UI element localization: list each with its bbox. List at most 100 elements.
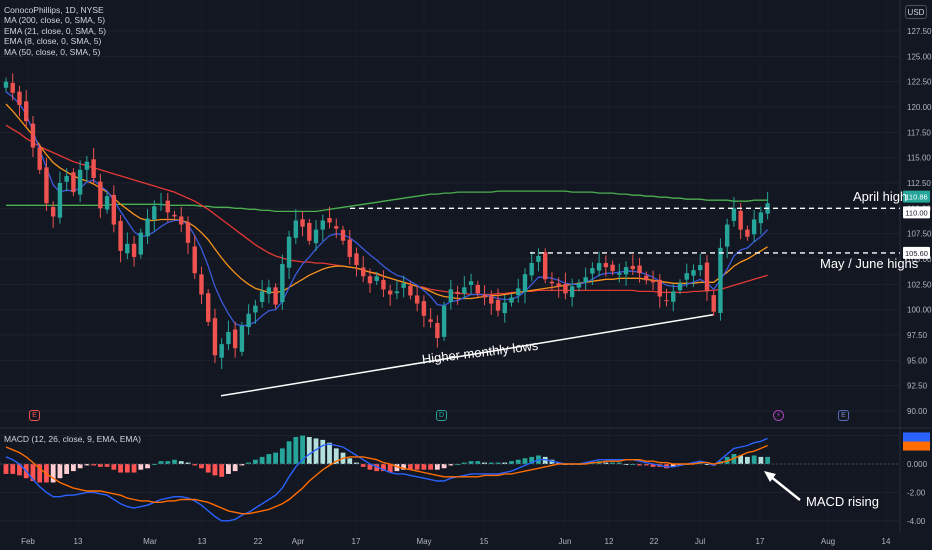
candle-body bbox=[91, 159, 96, 178]
time-tick-label: 13 bbox=[198, 537, 207, 546]
macd-histogram-bar bbox=[495, 462, 501, 464]
macd-histogram-bar bbox=[286, 441, 292, 464]
grid bbox=[0, 0, 932, 532]
macd-histogram-bar bbox=[151, 464, 157, 465]
dividend-event-icon[interactable]: D bbox=[436, 410, 447, 421]
macd-histogram-bar bbox=[279, 448, 285, 464]
macd-histogram-bar bbox=[232, 464, 238, 472]
candle-body bbox=[374, 276, 379, 281]
candle-body bbox=[623, 267, 629, 275]
macd-histogram-bar bbox=[118, 464, 123, 473]
time-tick-label: 17 bbox=[756, 537, 765, 546]
macd-histogram-bar bbox=[145, 464, 150, 469]
price-tick-label: 90.00 bbox=[907, 407, 928, 416]
candle-body bbox=[307, 222, 312, 241]
chart-legend: ConocoPhillips, 1D, NYSE MA (200, close,… bbox=[4, 5, 106, 57]
macd-tick-label: -4.00 bbox=[907, 517, 926, 526]
macd-legend: MACD (12, 26, close, 9, EMA, EMA) bbox=[4, 434, 141, 444]
macd-histogram-bar bbox=[71, 464, 76, 472]
candle-body bbox=[44, 167, 49, 204]
last-price-tag: 110.86 bbox=[905, 193, 927, 202]
earnings-event-icon[interactable]: E bbox=[29, 410, 40, 421]
candle-body bbox=[118, 220, 123, 251]
macd-histogram-bar bbox=[670, 464, 676, 467]
macd-histogram-bar bbox=[212, 464, 218, 476]
macd-histogram-bar bbox=[704, 464, 710, 465]
candle-body bbox=[758, 212, 764, 224]
macd-tick-label: 0.000 bbox=[907, 460, 928, 469]
candle-body bbox=[529, 263, 534, 276]
candle-body bbox=[111, 194, 117, 225]
candle-body bbox=[516, 288, 521, 296]
time-tick-label: 14 bbox=[882, 537, 891, 546]
ma200-line bbox=[6, 190, 768, 213]
macd-histogram-bar bbox=[603, 462, 609, 464]
earnings-upcoming-icon[interactable]: E bbox=[838, 410, 849, 421]
macd-histogram-bar bbox=[522, 458, 528, 464]
candle-body bbox=[563, 283, 568, 294]
candle-body bbox=[435, 323, 440, 339]
candle-body bbox=[650, 280, 656, 283]
candle-body bbox=[617, 273, 622, 275]
macd-histogram-bar bbox=[97, 464, 103, 467]
candle-body bbox=[286, 236, 292, 268]
indicator-ema21: EMA (21, close, 0, SMA, 5) bbox=[4, 25, 107, 36]
candle-body bbox=[239, 325, 245, 352]
macd-histogram-bar bbox=[354, 462, 359, 464]
moving-averages bbox=[5, 91, 769, 327]
price-tick-label: 102.50 bbox=[907, 280, 932, 289]
macd-histogram-bar bbox=[199, 464, 204, 469]
candle-body bbox=[724, 224, 730, 247]
candle-body bbox=[448, 289, 454, 302]
macd-histogram-bar bbox=[84, 464, 90, 466]
macd-histogram-bar bbox=[178, 461, 184, 464]
signal-value-tag bbox=[903, 441, 930, 451]
candle-body bbox=[509, 297, 514, 303]
macd-histogram-bar bbox=[64, 464, 70, 474]
macd-histogram-bar bbox=[758, 456, 764, 464]
macd-value-tag bbox=[903, 432, 930, 444]
macd-histogram-bar bbox=[313, 438, 319, 464]
price-tick-label: 112.50 bbox=[907, 179, 931, 188]
indicator-ema8: EMA (8, close, 0, SMA, 5) bbox=[4, 36, 102, 47]
price-tick-label: 117.50 bbox=[907, 128, 931, 137]
candle-body bbox=[596, 263, 602, 271]
candle-body bbox=[71, 172, 76, 193]
price-tick-label: 107.50 bbox=[907, 230, 932, 239]
candle-body bbox=[37, 147, 42, 170]
candle-body bbox=[246, 313, 251, 328]
currency-badge[interactable]: USD bbox=[905, 5, 927, 19]
macd-histogram-bar bbox=[91, 464, 97, 466]
macd-histogram-bar bbox=[192, 464, 198, 466]
split-event-icon[interactable]: ⚡ bbox=[773, 410, 784, 421]
macd-histogram-bar bbox=[488, 462, 494, 464]
higher-lows-trendline bbox=[220, 313, 714, 397]
macd-histogram-bar bbox=[246, 462, 252, 464]
candle-body bbox=[677, 283, 683, 291]
candle-body bbox=[30, 123, 36, 148]
candle-body bbox=[482, 294, 487, 298]
candle-body bbox=[165, 200, 170, 213]
april-high-label: April high bbox=[853, 189, 908, 204]
candle-body bbox=[266, 287, 272, 294]
candle-body bbox=[704, 262, 710, 292]
candle-body bbox=[590, 268, 595, 274]
macd-histogram-bar bbox=[441, 464, 447, 469]
candle-body bbox=[462, 287, 467, 294]
price-tick-label: 127.50 bbox=[907, 27, 932, 36]
macd-histogram-bar bbox=[165, 461, 171, 464]
candle-body bbox=[455, 291, 460, 294]
candle-body bbox=[657, 279, 662, 297]
time-tick-label: 22 bbox=[650, 537, 659, 546]
candle-body bbox=[664, 300, 669, 302]
macd-histogram-bar bbox=[529, 456, 535, 464]
macd-histogram-bar bbox=[650, 464, 656, 467]
candle-body bbox=[152, 206, 157, 220]
macd-line bbox=[5, 437, 768, 522]
candle-body bbox=[543, 252, 548, 280]
candle-body bbox=[340, 229, 346, 241]
macd-histogram-bar bbox=[738, 455, 744, 464]
candle-body bbox=[84, 161, 90, 170]
macd-histogram-bar bbox=[77, 464, 83, 469]
